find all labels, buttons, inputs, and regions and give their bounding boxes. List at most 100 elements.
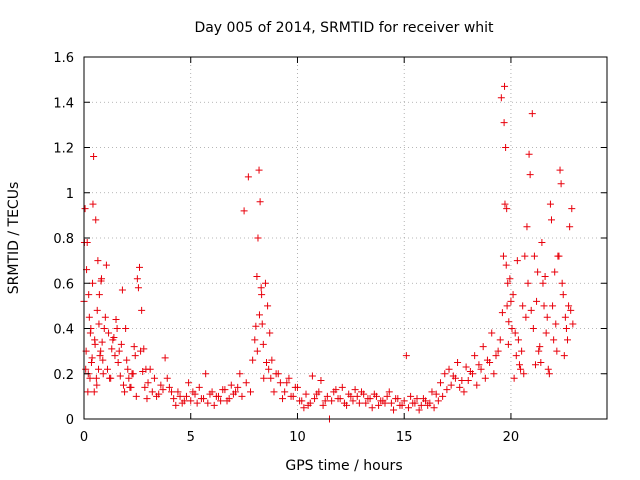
data-point-marker (518, 347, 526, 355)
data-point-marker (525, 150, 533, 158)
data-point-marker (507, 297, 515, 305)
data-point-marker (511, 329, 519, 337)
data-point-marker (256, 198, 264, 206)
data-point-marker (454, 358, 462, 366)
data-point-marker (259, 340, 267, 348)
data-point-marker (524, 279, 532, 287)
data-point-marker (520, 370, 528, 378)
chart-title: Day 005 of 2014, SRMTID for receiver whi… (194, 20, 494, 36)
data-point-marker (508, 325, 516, 332)
data-point-marker (214, 392, 222, 400)
data-point-marker (443, 386, 451, 394)
data-point-marker (526, 171, 534, 179)
data-point-marker (136, 263, 144, 271)
data-point-marker (558, 279, 566, 287)
data-point-marker (317, 377, 325, 385)
data-point-marker (413, 395, 421, 403)
data-point-marker (92, 374, 100, 382)
data-point-marker (265, 365, 273, 373)
data-point-marker (165, 383, 173, 391)
data-point-marker (130, 343, 138, 351)
data-point-marker (176, 392, 184, 400)
data-point-marker (499, 252, 507, 260)
y-axis-tick-labels: 0 0.2 0.4 0.6 0.8 1 1.2 1.4 1.6 (53, 51, 74, 428)
x-tick-label: 20 (503, 430, 520, 445)
data-point-marker (536, 343, 544, 351)
data-point-marker (109, 336, 117, 344)
data-point-marker (82, 365, 90, 373)
data-point-marker (281, 388, 289, 396)
data-point-marker (351, 386, 359, 394)
data-point-marker (538, 239, 546, 247)
data-point-marker (462, 363, 470, 371)
data-point-marker (531, 361, 539, 369)
data-point-marker (533, 297, 541, 305)
data-point-marker (274, 370, 282, 378)
data-point-marker (428, 388, 436, 396)
data-point-marker (496, 336, 504, 344)
data-point-marker (98, 275, 106, 283)
x-tick-label: 0 (80, 430, 88, 445)
data-point-marker (439, 392, 447, 400)
data-point-marker (506, 275, 514, 283)
data-point-marker (238, 392, 246, 400)
data-point-marker (349, 397, 357, 405)
data-point-marker (163, 374, 171, 382)
data-point-marker (101, 313, 109, 321)
data-point-marker (155, 390, 163, 398)
data-point-marker (113, 325, 121, 332)
data-point-marker (466, 367, 474, 375)
data-point-marker (569, 320, 577, 328)
data-point-marker (411, 399, 419, 407)
data-point-marker (381, 399, 389, 407)
data-point-marker (84, 388, 92, 396)
data-point-marker (398, 401, 406, 409)
data-point-marker (219, 386, 227, 394)
data-point-marker (291, 383, 299, 391)
y-tick-label: 1 (66, 187, 74, 202)
data-point-marker (90, 153, 98, 161)
data-point-marker (430, 404, 438, 412)
x-axis-tick-labels: 0 5 10 15 20 (80, 430, 519, 445)
data-point-marker (249, 356, 257, 364)
data-point-marker (258, 320, 266, 328)
data-point-marker (519, 302, 527, 310)
data-point-marker (550, 336, 558, 344)
data-point-marker (254, 234, 262, 242)
data-point-marker (257, 284, 265, 292)
y-tick-label: 0.2 (53, 368, 74, 383)
data-point-marker (210, 401, 218, 409)
data-point-marker (479, 343, 487, 351)
data-point-marker (260, 374, 268, 382)
data-point-marker (247, 388, 255, 396)
data-point-marker (195, 383, 203, 391)
axis-ticks (83, 56, 607, 420)
data-point-marker (494, 347, 502, 355)
data-point-marker (266, 329, 274, 337)
data-point-marker (562, 325, 570, 332)
data-point-marker (87, 358, 95, 366)
data-point-marker (100, 325, 108, 332)
data-point-marker (197, 395, 205, 403)
data-point-marker (86, 374, 94, 382)
data-point-marker (172, 401, 180, 409)
data-point-marker (258, 291, 266, 299)
data-point-marker (116, 372, 124, 380)
data-point-marker (456, 383, 464, 391)
data-point-marker (141, 383, 149, 391)
data-point-marker (102, 261, 110, 269)
data-point-marker (103, 365, 111, 373)
data-point-marker (174, 388, 182, 396)
data-point-marker (492, 352, 500, 360)
data-point-marker (300, 404, 308, 412)
data-point-marker (232, 388, 240, 396)
data-point-marker (521, 252, 529, 260)
data-point-marker (114, 358, 122, 366)
data-point-marker (514, 336, 522, 344)
data-point-marker (343, 401, 351, 409)
y-tick-label: 0.4 (53, 323, 74, 338)
data-point-marker (458, 377, 466, 385)
data-point-marker (95, 365, 103, 373)
data-point-marker (360, 390, 368, 398)
data-point-marker (330, 388, 338, 396)
